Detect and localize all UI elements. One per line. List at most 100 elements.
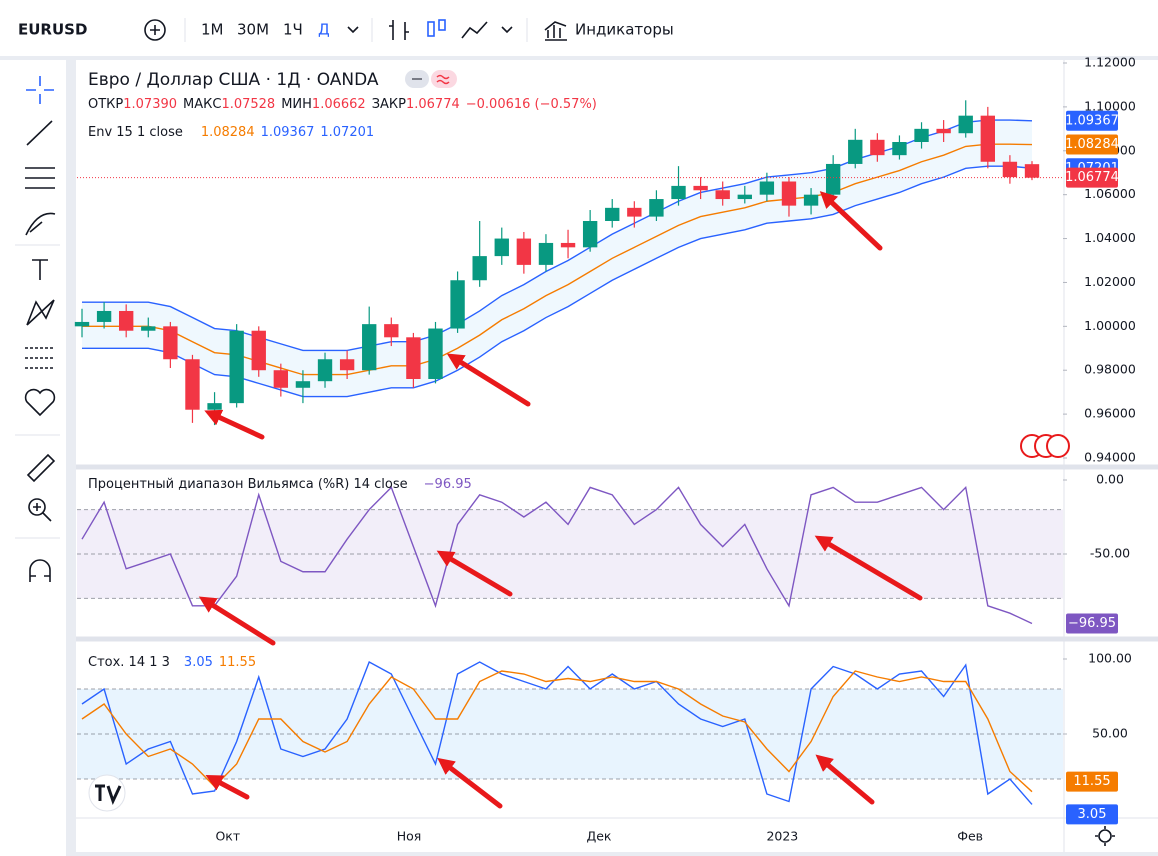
- stoch-name: Стох. 14 1 3: [88, 655, 170, 670]
- candle-body: [185, 359, 200, 410]
- candle-body: [472, 256, 487, 281]
- interval-active[interactable]: Д: [318, 21, 330, 39]
- dropdown[interactable]: [347, 26, 359, 34]
- candle-body: [582, 221, 598, 248]
- candle-body: [406, 337, 421, 379]
- wr-last-label-box: [1066, 613, 1118, 634]
- stoch-d-value: 11.55: [219, 655, 256, 670]
- candle-body: [781, 181, 797, 206]
- last-price-label-box: [1066, 167, 1118, 188]
- indicator-line: [81, 485, 1033, 625]
- indicator-line: [81, 670, 1033, 793]
- candle-body: [1002, 161, 1018, 178]
- env-value: 1.09367: [261, 125, 315, 140]
- y-tick-label: 0.94000: [1084, 450, 1136, 465]
- left-toolbar: [0, 60, 66, 856]
- interval[interactable]: 1М: [201, 21, 224, 39]
- stoch-last-label-box: [1066, 771, 1118, 792]
- indicators-button[interactable]: Индикаторы: [575, 21, 674, 39]
- candle-body: [428, 328, 443, 379]
- y-tick-label: 0.00: [1096, 472, 1124, 487]
- ohlc-value: 1.06774: [406, 97, 460, 112]
- chart-area: [76, 60, 1158, 852]
- settings-gear[interactable]: [1095, 826, 1115, 846]
- event-flags: [1020, 434, 1070, 458]
- bars-icon[interactable]: [389, 20, 409, 40]
- candle-body: [119, 310, 134, 331]
- legend-env: Env 15 1 close 1.08284 1.09367 1.07201: [88, 125, 374, 140]
- interval[interactable]: 30М: [237, 21, 269, 39]
- candle-body: [74, 321, 90, 327]
- legend-title: Евро / Доллар США · 1Д · OANDA: [88, 70, 379, 90]
- basis-env-label-box: [1066, 134, 1118, 155]
- candle-body: [627, 207, 642, 217]
- candle-body: [914, 128, 929, 142]
- candle-body: [693, 185, 708, 191]
- time-tick-label: Фев: [957, 829, 983, 844]
- y-tick-label: 1.06000: [1084, 186, 1136, 201]
- candle-body: [1024, 164, 1040, 178]
- candle-body: [892, 142, 907, 156]
- candles-icon[interactable]: [427, 19, 446, 37]
- stoch-title: Стох. 14 1 3 3.05 11.55: [88, 655, 256, 670]
- y-tick-label: 1.12000: [1084, 55, 1136, 70]
- ohlc-value: 1.06662: [312, 97, 366, 112]
- candle-body: [605, 207, 620, 221]
- candle-body: [141, 326, 156, 331]
- candle-body: [759, 181, 775, 195]
- add-symbol[interactable]: [144, 19, 166, 41]
- legend-buttons[interactable]: [405, 70, 457, 88]
- y-tick-label: 1.02000: [1084, 274, 1136, 289]
- candle-body: [384, 324, 399, 338]
- candle-body: [958, 115, 973, 134]
- candle-body: [671, 185, 686, 200]
- ohlc-label: ОТКР: [88, 97, 123, 112]
- y-tick-label: 1.10000: [1084, 98, 1136, 113]
- candle-body: [538, 242, 554, 265]
- wr-last-label: −96.95: [1068, 616, 1116, 631]
- area-icon[interactable]: [461, 21, 488, 39]
- candle-body: [870, 139, 885, 156]
- time-tick-label: 2023: [766, 829, 798, 844]
- candle-body: [737, 194, 752, 200]
- stoch-last-label-box: [1066, 804, 1118, 825]
- ohlc-label: МАКС: [183, 97, 221, 112]
- symbol[interactable]: EURUSD: [18, 21, 87, 39]
- basis-env-label: 1.08284: [1065, 137, 1119, 152]
- candle-body: [96, 310, 112, 322]
- candle-body: [251, 330, 266, 371]
- wr-title: Процентный диапазон Вильямса (%R) 14 clo…: [88, 477, 472, 492]
- y-tick-label: -50.00: [1090, 546, 1130, 561]
- candle-body: [317, 359, 333, 382]
- y-tick-label: 0.96000: [1084, 406, 1136, 421]
- dropdown[interactable]: [501, 26, 513, 34]
- candle-body: [848, 139, 863, 164]
- tv-logo: [88, 774, 126, 812]
- annotation-arrows: [198, 191, 923, 809]
- candle-body: [339, 359, 355, 371]
- drawing-tools[interactable]: [24, 76, 56, 582]
- legend-ohlc: ОТКР1.07390 МАКС1.07528 МИН1.06662 ЗАКР1.06…: [88, 97, 597, 112]
- wr-name: Процентный диапазон Вильямса (%R) 14 clo…: [88, 477, 408, 492]
- candle-body: [295, 381, 311, 388]
- candle-body: [649, 199, 664, 217]
- stoch-last-label: 3.05: [1078, 807, 1107, 822]
- indicator-line: [81, 661, 1033, 805]
- interval[interactable]: 1Ч: [283, 21, 303, 39]
- candle-body: [494, 238, 509, 257]
- candle-body: [560, 242, 576, 248]
- env-value: 1.08284: [201, 125, 255, 140]
- ohlc-label: МИН: [281, 97, 312, 112]
- stoch-k-value: 3.05: [184, 655, 213, 670]
- ohlc-label: ЗАКР: [372, 97, 406, 112]
- ohlc-value: 1.07528: [221, 97, 275, 112]
- candle-body: [936, 128, 951, 134]
- candle-body: [207, 403, 222, 410]
- candle-body: [273, 370, 289, 388]
- y-tick-label: 1.00000: [1084, 318, 1136, 333]
- candle-body: [825, 163, 841, 195]
- time-tick-label: Ноя: [397, 829, 422, 844]
- indicators-icon[interactable]: [544, 21, 567, 41]
- last-price-label: 1.06774: [1065, 170, 1119, 185]
